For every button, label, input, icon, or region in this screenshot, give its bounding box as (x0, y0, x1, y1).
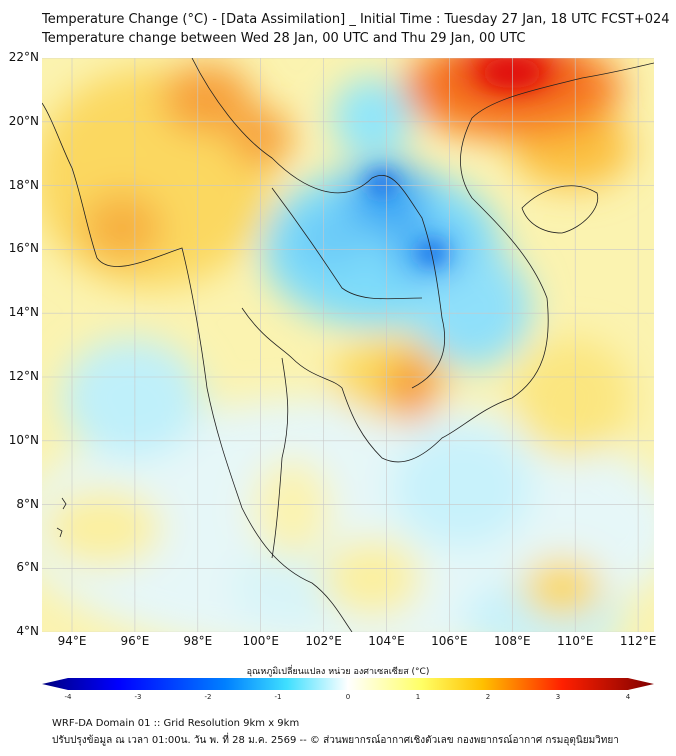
latitude-label: 18°N (8, 177, 39, 192)
colorbar (42, 678, 654, 690)
longitude-label: 102°E (305, 634, 342, 648)
longitude-label: 104°E (368, 634, 405, 648)
latitude-label: 8°N (16, 496, 39, 511)
colorbar-tick-label: -4 (64, 693, 72, 701)
footer-model-info: WRF-DA Domain 01 :: Grid Resolution 9km … (52, 718, 300, 729)
latitude-label: 14°N (8, 305, 39, 320)
chart-subtitle: Temperature change between Wed 28 Jan, 0… (42, 31, 526, 46)
latitude-label: 20°N (8, 113, 39, 128)
latitude-label: 22°N (8, 50, 39, 64)
longitude-label: 100°E (242, 634, 279, 648)
colorbar-tick-label: 4 (625, 693, 631, 701)
longitude-label: 112°E (619, 634, 657, 648)
graticule (42, 58, 654, 632)
longitude-label: 110°E (556, 634, 594, 648)
latitude-label: 4°N (16, 624, 39, 639)
longitude-label: 94°E (57, 634, 87, 648)
colorbar-tick-label: 1 (415, 693, 421, 701)
latitude-label: 6°N (16, 560, 39, 575)
colorbar-tick-label: -1 (274, 693, 282, 701)
coastlines (42, 58, 654, 632)
colorbar-title: อุณหภูมิเปลี่ยนแปลง หน่วย องศาเซลเซียส (… (246, 667, 430, 677)
longitude-label: 98°E (183, 634, 213, 648)
latitude-label: 10°N (8, 432, 39, 447)
colorbar-tick-label: 0 (345, 693, 351, 701)
colorbar-tick-label: -3 (134, 693, 142, 701)
longitude-label: 106°E (431, 634, 468, 648)
colorbar-tick-label: -2 (204, 693, 212, 701)
temperature-change-map (42, 58, 654, 632)
temperature-field (42, 58, 654, 632)
latitude-label: 12°N (8, 369, 39, 383)
longitude-label: 96°E (120, 634, 150, 648)
footer-credit: ปรับปรุงข้อมูล ณ เวลา 01:00น. วัน พ. ที่… (52, 735, 619, 746)
colorbar-tick-label: 3 (555, 693, 561, 701)
longitude-label: 108°E (494, 634, 531, 648)
latitude-label: 16°N (8, 241, 39, 256)
chart-title: Temperature Change (°C) - [Data Assimila… (42, 12, 670, 27)
colorbar-tick-label: 2 (485, 693, 491, 701)
